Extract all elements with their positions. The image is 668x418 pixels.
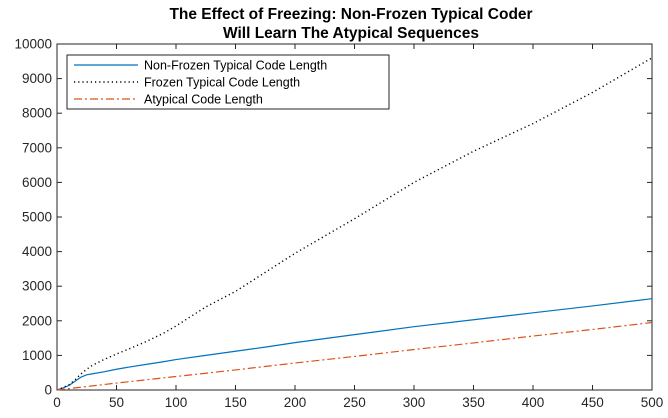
x-tick-label: 450 xyxy=(581,395,604,410)
y-tick-label: 1000 xyxy=(22,348,52,363)
chart-title-line-1: The Effect of Freezing: Non-Frozen Typic… xyxy=(169,6,532,23)
x-tick-label: 350 xyxy=(462,395,485,410)
x-tick-label: 500 xyxy=(641,395,664,410)
y-tick-label: 10000 xyxy=(14,37,52,52)
x-tick-label: 150 xyxy=(224,395,247,410)
x-tick-label: 300 xyxy=(403,395,426,410)
x-tick-label: 400 xyxy=(522,395,545,410)
x-tick-label: 100 xyxy=(165,395,188,410)
y-tick-label: 4000 xyxy=(22,244,52,259)
series-lines xyxy=(56,57,653,391)
axis-ticks: 0 50 100 150 200 250 300 350 400 450 5000100020003… xyxy=(14,37,663,411)
legend-label-atypical: Atypical Code Length xyxy=(144,93,263,107)
x-tick-label: 50 xyxy=(109,395,124,410)
y-tick-label: 7000 xyxy=(22,140,52,155)
series-line-frozen xyxy=(56,57,653,391)
y-tick-label: 8000 xyxy=(22,106,52,121)
y-tick-label: 6000 xyxy=(22,175,52,190)
legend: Non-Frozen Typical Code Length Frozen Ty… xyxy=(66,54,390,110)
y-tick-label: 5000 xyxy=(22,210,52,225)
series-line-non-frozen xyxy=(56,298,653,391)
x-tick-label: 250 xyxy=(343,395,366,410)
legend-label-frozen: Frozen Typical Code Length xyxy=(144,76,300,90)
x-tick-label: 0 xyxy=(53,395,61,410)
y-tick-label: 9000 xyxy=(22,71,52,86)
x-tick-label: 200 xyxy=(284,395,307,410)
chart-title-line-2: Will Learn The Atypical Sequences xyxy=(223,25,479,42)
y-tick-label: 0 xyxy=(44,383,52,398)
series-line-atypical xyxy=(56,321,653,391)
y-tick-label: 2000 xyxy=(22,313,52,328)
y-tick-label: 3000 xyxy=(22,279,52,294)
legend-label-non-frozen: Non-Frozen Typical Code Length xyxy=(144,59,327,73)
